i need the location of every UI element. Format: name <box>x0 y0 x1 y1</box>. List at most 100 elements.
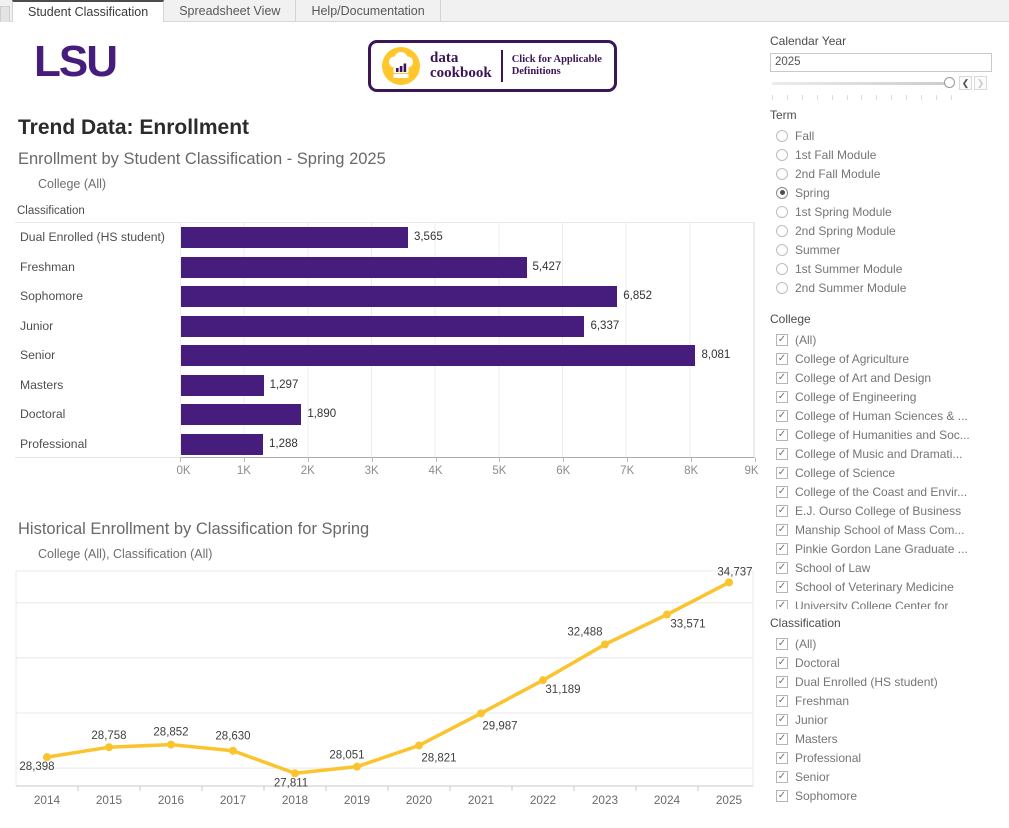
classification-option-professional[interactable]: ✓ Professional <box>770 748 1005 767</box>
calendar-year-input[interactable] <box>770 52 992 72</box>
bar-freshman[interactable] <box>181 256 527 278</box>
bar-masters[interactable] <box>181 374 264 396</box>
slider-track[interactable] <box>772 81 950 85</box>
data-point-label-2023: 32,488 <box>567 626 602 638</box>
college-option-manship-school-of-mass-com[interactable]: ✓ Manship School of Mass Com... <box>770 520 1005 539</box>
checkbox-icon[interactable]: ✓ <box>776 485 788 498</box>
term-option-1st-summer-module[interactable]: 1st Summer Module <box>770 259 1005 278</box>
data-cookbook-badge[interactable]: data cookbook Click for Applicable Defin… <box>368 40 617 92</box>
classification-option-masters[interactable]: ✓ Masters <box>770 729 1005 748</box>
data-point-2023[interactable] <box>601 640 609 649</box>
college-option-e-j-ourso-college-of-business[interactable]: ✓ E.J. Ourso College of Business <box>770 501 1005 520</box>
radio-icon[interactable] <box>776 167 788 180</box>
checkbox-icon[interactable]: ✓ <box>776 770 788 783</box>
data-point-2022[interactable] <box>539 676 547 685</box>
classification-option-dual-enrolled-hs-student[interactable]: ✓ Dual Enrolled (HS student) <box>770 672 1005 691</box>
data-point-2021[interactable] <box>477 709 485 718</box>
checkbox-icon[interactable]: ✓ <box>776 371 788 384</box>
classification-option-doctoral[interactable]: ✓ Doctoral <box>770 653 1005 672</box>
radio-icon[interactable] <box>776 129 788 142</box>
checkbox-icon[interactable]: ✓ <box>776 713 788 726</box>
college-option-college-of-the-coast-and-envir[interactable]: ✓ College of the Coast and Envir... <box>770 482 1005 501</box>
term-option-2nd-spring-module[interactable]: 2nd Spring Module <box>770 221 1005 240</box>
checkbox-icon[interactable]: ✓ <box>776 694 788 707</box>
term-option-1st-fall-module[interactable]: 1st Fall Module <box>770 145 1005 164</box>
bar-senior[interactable] <box>181 345 696 366</box>
college-option-college-of-music-and-dramati[interactable]: ✓ College of Music and Dramati... <box>770 444 1005 463</box>
bar-dual-enrolled-hs-student[interactable] <box>181 227 408 248</box>
checkbox-icon[interactable]: ✓ <box>776 789 788 802</box>
term-option-fall[interactable]: Fall <box>770 126 1005 145</box>
data-point-label-2017: 28,630 <box>215 731 250 743</box>
college-option-college-of-humanities-and-soc[interactable]: ✓ College of Humanities and Soc... <box>770 425 1005 444</box>
college-filter: College ✓ (All) ✓ College of Agriculture ✓ Co… <box>770 312 1005 609</box>
classification-option-all[interactable]: ✓ (All) <box>770 634 1005 653</box>
radio-icon[interactable] <box>776 262 788 275</box>
bar-junior[interactable] <box>181 315 585 337</box>
checkbox-icon[interactable]: ✓ <box>776 447 788 460</box>
college-option-school-of-veterinary-medicine[interactable]: ✓ School of Veterinary Medicine <box>770 577 1005 596</box>
term-option-1st-spring-module[interactable]: 1st Spring Module <box>770 202 1005 221</box>
term-option-2nd-fall-module[interactable]: 2nd Fall Module <box>770 164 1005 183</box>
college-option-college-of-art-and-design[interactable]: ✓ College of Art and Design <box>770 368 1005 387</box>
bar-professional[interactable] <box>181 433 263 455</box>
college-option-college-of-agriculture[interactable]: ✓ College of Agriculture <box>770 349 1005 368</box>
term-option-2nd-summer-module[interactable]: 2nd Summer Module <box>770 278 1005 297</box>
checkbox-icon[interactable]: ✓ <box>776 599 788 609</box>
classification-option-freshman[interactable]: ✓ Freshman <box>770 691 1005 710</box>
college-option-school-of-law[interactable]: ✓ School of Law <box>770 558 1005 577</box>
term-option-spring[interactable]: Spring <box>770 183 1005 202</box>
bar-doctoral[interactable] <box>181 404 302 425</box>
bar-sophomore[interactable] <box>181 286 618 307</box>
college-option-all[interactable]: ✓ (All) <box>770 330 1005 349</box>
radio-icon[interactable] <box>776 243 788 256</box>
bar-label-sophomore: Sophomore <box>20 289 84 303</box>
slider-prev-button[interactable]: ❮ <box>959 75 972 90</box>
data-point-2020[interactable] <box>415 741 423 750</box>
tab-spreadsheet-view[interactable]: Spreadsheet View <box>164 0 297 21</box>
data-point-2014[interactable] <box>43 753 51 762</box>
data-point-2018[interactable] <box>291 769 299 778</box>
checkbox-icon[interactable]: ✓ <box>776 732 788 745</box>
data-point-2017[interactable] <box>229 746 237 755</box>
checkbox-icon[interactable]: ✓ <box>776 504 788 517</box>
checkbox-icon[interactable]: ✓ <box>776 352 788 365</box>
radio-icon[interactable] <box>776 205 788 218</box>
college-option-college-of-engineering[interactable]: ✓ College of Engineering <box>770 387 1005 406</box>
radio-icon[interactable] <box>776 148 788 161</box>
classification-option-sophomore[interactable]: ✓ Sophomore <box>770 786 1005 805</box>
checkbox-icon[interactable]: ✓ <box>776 333 788 346</box>
checkbox-icon[interactable]: ✓ <box>776 637 788 650</box>
checkbox-icon[interactable]: ✓ <box>776 428 788 441</box>
classification-option-senior[interactable]: ✓ Senior <box>770 767 1005 786</box>
term-option-summer[interactable]: Summer <box>770 240 1005 259</box>
checkbox-icon[interactable]: ✓ <box>776 542 788 555</box>
college-option-pinkie-gordon-lane-graduate[interactable]: ✓ Pinkie Gordon Lane Graduate ... <box>770 539 1005 558</box>
checkbox-icon[interactable]: ✓ <box>776 561 788 574</box>
data-point-2016[interactable] <box>167 740 175 749</box>
cookbook-note: Click for Applicable Definitions <box>511 53 602 77</box>
data-point-2025[interactable] <box>725 578 733 587</box>
classification-option-junior[interactable]: ✓ Junior <box>770 710 1005 729</box>
college-option-university-college-center-for[interactable]: ✓ University College Center for <box>770 596 1005 609</box>
radio-icon[interactable] <box>776 224 788 237</box>
checkbox-icon[interactable]: ✓ <box>776 390 788 403</box>
radio-icon[interactable] <box>776 186 788 199</box>
checkbox-icon[interactable]: ✓ <box>776 580 788 593</box>
data-point-2024[interactable] <box>663 610 671 619</box>
checkbox-icon[interactable]: ✓ <box>776 409 788 422</box>
data-point-2015[interactable] <box>105 743 113 752</box>
slider-handle[interactable] <box>944 76 955 88</box>
radio-icon[interactable] <box>776 281 788 294</box>
college-option-college-of-human-sciences[interactable]: ✓ College of Human Sciences & ... <box>770 406 1005 425</box>
college-option-college-of-science[interactable]: ✓ College of Science <box>770 463 1005 482</box>
tab-student-classification[interactable]: Student Classification <box>12 0 165 22</box>
college-option-label: School of Veterinary Medicine <box>795 579 954 594</box>
checkbox-icon[interactable]: ✓ <box>776 523 788 536</box>
checkbox-icon[interactable]: ✓ <box>776 466 788 479</box>
checkbox-icon[interactable]: ✓ <box>776 751 788 764</box>
tab-help-documentation[interactable]: Help/Documentation <box>296 0 441 21</box>
data-point-2019[interactable] <box>353 762 361 771</box>
checkbox-icon[interactable]: ✓ <box>776 656 788 669</box>
checkbox-icon[interactable]: ✓ <box>776 675 788 688</box>
